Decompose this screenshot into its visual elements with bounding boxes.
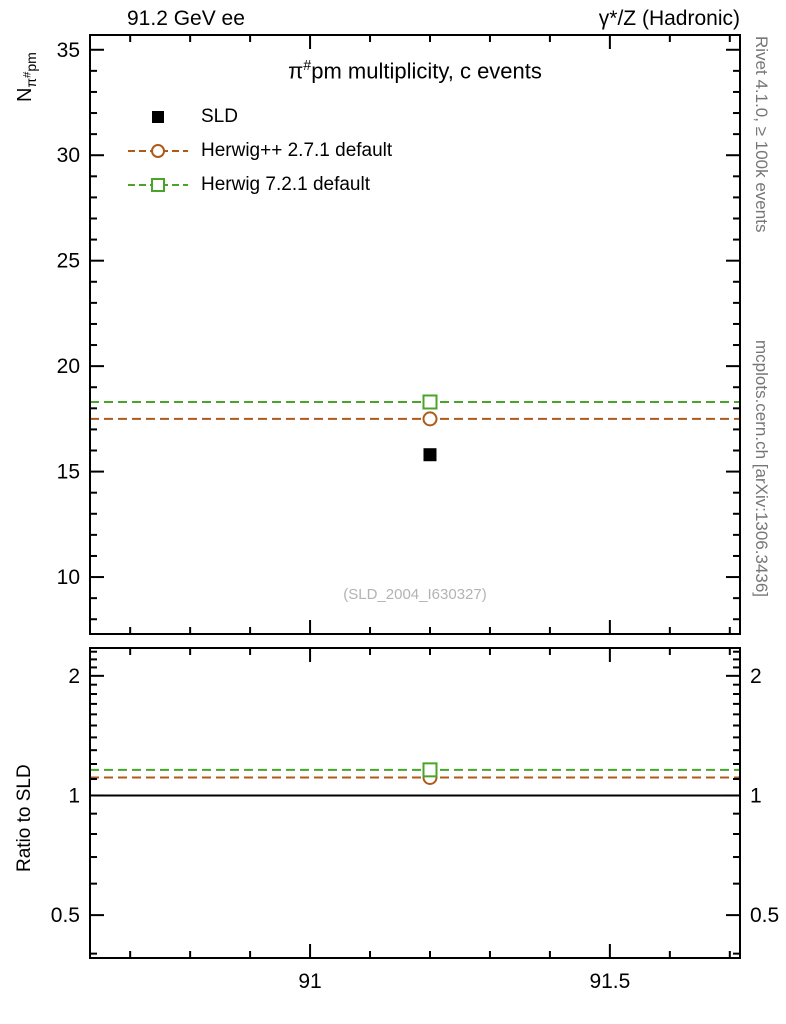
- sld-marker-icon: [152, 111, 164, 123]
- legend-label-herwig7: Herwig 7.2.1 default: [201, 174, 370, 195]
- ratio-panel-frame: [89, 647, 741, 959]
- series-marker-herwig-7-2-1-default: [422, 394, 438, 410]
- legend-marker-open-circle: [151, 144, 165, 158]
- herwig7-marker-icon: [128, 178, 188, 192]
- plot-title-post: pm multiplicity, c events: [311, 58, 542, 84]
- plot-title-sup: #: [303, 58, 312, 74]
- x-tick-label: 91.5: [589, 970, 630, 993]
- ratio-tick-label-right: 0.5: [750, 904, 779, 927]
- legend-item-sld: SLD: [127, 100, 392, 134]
- ratio-tick-label-left: 0.5: [51, 904, 80, 927]
- legend-item-herwig7: Herwig 7.2.1 default: [127, 168, 392, 202]
- analysis-id-watermark: (SLD_2004_I630327): [343, 586, 487, 603]
- y-tick-label: 25: [57, 250, 80, 273]
- y-axis-label-base: N: [14, 87, 36, 102]
- legend-marker-filled-square: [152, 111, 164, 123]
- y-axis-label-sub-sup: #: [21, 71, 34, 78]
- y-axis-label: Nπ#pm: [14, 52, 39, 102]
- data-point-sld: [423, 448, 437, 462]
- process-label: γ*/Z (Hadronic): [598, 7, 740, 30]
- legend-label-sld: SLD: [201, 106, 238, 127]
- herwigpp-marker-icon: [128, 144, 188, 158]
- ratio-tick-label-left: 1: [68, 784, 80, 807]
- legend-item-herwigpp: Herwig++ 2.7.1 default: [127, 134, 392, 168]
- series-marker-herwig-2-7-1-default: [422, 411, 438, 427]
- ratio-tick-label-right: 2: [750, 665, 762, 688]
- main-panel-frame: [89, 34, 741, 635]
- plot-title: π#pm multiplicity, c events: [90, 58, 740, 84]
- y-axis-label-sub-post: pm: [23, 52, 39, 72]
- y-tick-label: 20: [57, 355, 80, 378]
- y-tick-label: 30: [57, 144, 80, 167]
- legend: SLD Herwig++ 2.7.1 default Herwig 7.2.1 …: [127, 100, 392, 202]
- legend-label-herwigpp: Herwig++ 2.7.1 default: [201, 140, 393, 161]
- legend-marker-open-square: [151, 178, 165, 192]
- y-axis-label-sub-pre: π: [23, 77, 39, 88]
- ratio-axis-label: Ratio to SLD: [14, 764, 35, 872]
- x-tick-label: 91: [298, 970, 321, 993]
- ratio-tick-label-left: 2: [68, 665, 80, 688]
- ratio-marker-herwig-7-2-1-default: [422, 762, 438, 778]
- y-tick-label: 10: [57, 566, 80, 589]
- plot-title-pre: π: [288, 58, 304, 84]
- y-tick-label: 35: [57, 39, 80, 62]
- mcplots-credit-label: mcplots.cern.ch [arXiv:1306.3436]: [752, 340, 771, 598]
- y-tick-label: 15: [57, 461, 80, 484]
- ratio-tick-label-right: 1: [750, 784, 762, 807]
- beam-energy-label: 91.2 GeV ee: [127, 7, 245, 30]
- rivet-version-label: Rivet 4.1.0, ≥ 100k events: [752, 36, 771, 233]
